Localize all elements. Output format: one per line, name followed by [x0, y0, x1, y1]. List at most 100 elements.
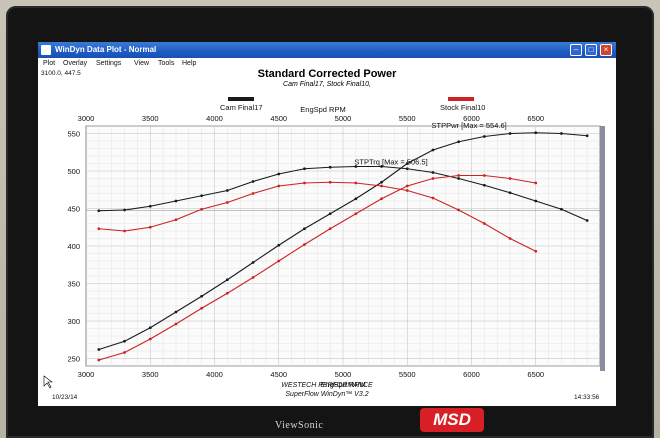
menu-tools[interactable]: Tools [158, 60, 175, 67]
window-titlebar[interactable]: WinDyn Data Plot - Normal – □ × [38, 42, 616, 58]
series-point [251, 276, 255, 279]
chart-subtitle: Cam Final17, Stock Final10, [283, 81, 371, 88]
series-line-power [98, 174, 536, 361]
series-point [97, 348, 101, 351]
series-point [405, 162, 409, 165]
mouse-cursor-icon [43, 375, 53, 389]
series-point [354, 197, 358, 201]
x-tick-label: 4000 [206, 370, 223, 379]
series-line-torque [98, 181, 536, 252]
series-point [148, 225, 152, 229]
series-point [328, 227, 332, 231]
series-point [174, 218, 178, 222]
series-point [431, 148, 435, 152]
x-axis-label: EngSpd RPM [320, 380, 365, 389]
series-point [560, 132, 563, 135]
series-point [225, 291, 229, 295]
menu-view[interactable]: View [134, 60, 150, 67]
dyno-chart[interactable]: 3000 3000 3500 3500 4000 4000 4500 4500 5000 5000… [38, 42, 616, 406]
menu-overlay[interactable]: Overlay [63, 60, 88, 67]
series-point [277, 243, 281, 247]
series-point [354, 181, 358, 185]
x-tick-label: 4500 [270, 370, 287, 379]
series-point [405, 167, 409, 171]
series-point [123, 339, 126, 343]
series-point [354, 212, 358, 216]
series-point [97, 358, 101, 362]
series-point [303, 181, 306, 185]
series-point [585, 219, 589, 222]
series-point [457, 140, 461, 144]
series-point [225, 201, 229, 204]
menu-help[interactable]: Help [182, 60, 197, 67]
y-tick-label: 300 [67, 317, 80, 326]
series-point [123, 351, 126, 354]
footer-software: SuperFlow WinDyn™ V3.2 [285, 391, 369, 398]
x-tick-label-top: 6000 [463, 114, 480, 123]
x-tick-label-top: 5000 [335, 114, 352, 123]
y-tick-label: 500 [67, 167, 80, 176]
series-point [97, 209, 101, 213]
series-point [534, 131, 538, 135]
x-tick-label-top: 4500 [270, 114, 287, 123]
y-tick-label: 250 [67, 355, 80, 364]
series-point [457, 174, 461, 177]
x-tick-label: 5000 [335, 370, 352, 379]
chart-annotation: STPTrq [Max = 506.5] [354, 158, 427, 167]
x-tick-label-top: 6500 [527, 114, 544, 123]
series-point [174, 199, 178, 203]
series-point [200, 306, 204, 310]
series-point [508, 177, 512, 180]
maximize-icon[interactable]: □ [585, 44, 597, 56]
series-point [200, 207, 204, 211]
series-point [225, 189, 229, 192]
series-point [303, 227, 306, 231]
series-point [431, 196, 435, 200]
y-tick-label: 400 [67, 242, 80, 251]
series-point [97, 227, 101, 231]
plot-shadow [600, 126, 605, 371]
series-point [123, 229, 126, 233]
series-point [457, 208, 461, 212]
app-icon [41, 45, 51, 55]
series-point [380, 180, 383, 184]
chart-title: Standard Corrected Power [257, 68, 397, 80]
series-line-power [98, 132, 588, 351]
series-point [277, 184, 281, 188]
series-point [560, 207, 563, 211]
footer-time: 14:33:56 [574, 394, 600, 401]
series-point [585, 134, 589, 138]
x-tick-label: 6000 [463, 370, 480, 379]
series-point [303, 243, 306, 246]
x-tick-label: 5500 [399, 370, 416, 379]
series-point [482, 222, 486, 225]
x-tick-label-top: 3500 [142, 114, 159, 123]
menu-settings[interactable]: Settings [96, 60, 122, 67]
x-tick-label-top: 4000 [206, 114, 223, 123]
series-point [200, 194, 204, 198]
series-point [277, 172, 281, 176]
series-point [277, 259, 281, 263]
legend-label: Cam Final17 [220, 103, 263, 112]
series-point [174, 322, 178, 326]
legend-swatch [228, 97, 254, 101]
chart-annotation: STPPwr [Max = 554.6] [432, 121, 507, 130]
series-point [148, 326, 152, 330]
series-point [405, 189, 409, 192]
series-point [328, 212, 332, 216]
minimize-icon[interactable]: – [570, 44, 582, 56]
x-tick-label: 3000 [78, 370, 95, 379]
series-point [380, 165, 383, 168]
series-point [457, 177, 461, 180]
series-point [405, 184, 409, 188]
series-point [534, 249, 538, 253]
series-point [482, 135, 486, 138]
x-tick-label-top: 5500 [399, 114, 416, 123]
x-tick-label: 6500 [527, 370, 544, 379]
menu-plot[interactable]: Plot [43, 60, 56, 67]
close-icon[interactable]: × [600, 44, 612, 56]
series-point [328, 180, 332, 184]
y-tick-label: 450 [67, 205, 80, 214]
series-point [354, 165, 358, 168]
window-title: WinDyn Data Plot - Normal [55, 45, 157, 54]
